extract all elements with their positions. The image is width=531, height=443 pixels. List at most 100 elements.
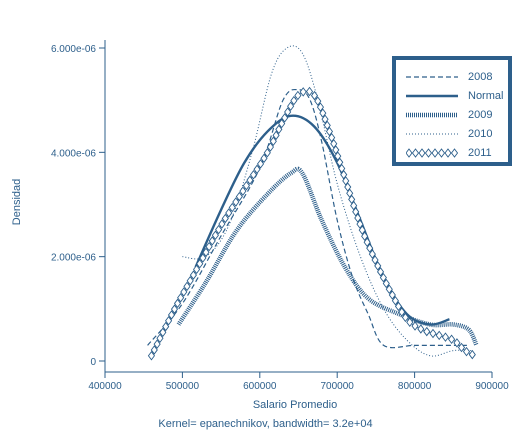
series-marker-2011	[462, 346, 471, 357]
series-marker-2011	[221, 213, 229, 224]
series-marker-2011	[275, 124, 283, 135]
x-tick-label: 400000	[88, 381, 122, 392]
series-marker-2011	[346, 188, 354, 198]
series-marker-2011	[256, 159, 265, 169]
x-tick-label: 500000	[166, 381, 200, 392]
series-marker-2011	[354, 213, 362, 223]
series-marker-2011	[323, 120, 331, 131]
series-marker-2011	[361, 231, 369, 241]
series-marker-2011	[441, 332, 450, 342]
series-marker-2011	[183, 281, 191, 292]
chart-series	[147, 45, 479, 361]
series-marker-2011	[342, 176, 350, 186]
legend-marker-2011	[424, 148, 433, 158]
legend-swatch-normal	[406, 94, 458, 98]
series-marker-2011	[385, 284, 393, 294]
x-tick-label: 700000	[321, 381, 355, 392]
series-marker-2011	[153, 339, 161, 349]
series-marker-2011	[366, 243, 374, 253]
series-marker-2011	[325, 126, 334, 137]
series-marker-2011	[218, 219, 226, 229]
chart-axes: 0 2.000e-06 4.000e-06 6.000e-06 400000 500000…	[51, 40, 509, 392]
series-marker-2011	[376, 267, 385, 277]
series-marker-2011	[225, 208, 233, 218]
series-marker-2011	[199, 253, 207, 263]
y-tick-label: 0	[90, 357, 96, 368]
series-marker-2011	[202, 247, 210, 258]
series-marker-2011	[356, 219, 364, 229]
series-marker-2011	[328, 132, 336, 143]
series-marker-2011	[310, 90, 319, 101]
series-marker-2011	[170, 304, 179, 314]
series-marker-2011	[363, 237, 371, 247]
legend-label-2008: 2008	[468, 71, 493, 83]
series-marker-2011	[189, 270, 197, 280]
series-line-2009	[176, 166, 479, 347]
series-marker-2011	[332, 145, 340, 155]
series-marker-2011	[305, 86, 314, 97]
series-marker-2011	[330, 139, 338, 149]
series-marker-2011	[457, 342, 466, 353]
series-marker-2011	[208, 236, 216, 246]
series-marker-2011	[235, 191, 243, 202]
series-line-normal	[194, 114, 450, 326]
series-marker-2011	[429, 328, 437, 339]
series-marker-2011	[423, 326, 431, 337]
series-marker-2011	[388, 290, 396, 300]
y-tick-label: 4.000e-06	[51, 148, 96, 159]
y-tick-label: 6.000e-06	[51, 44, 96, 55]
series-marker-2011	[411, 321, 419, 331]
series-marker-2011	[266, 142, 274, 152]
series-marker-2011	[150, 345, 158, 355]
series-marker-2011	[173, 298, 182, 309]
legend-item-2010: 2010	[406, 126, 510, 142]
series-marker-2011	[196, 258, 204, 269]
series-marker-2011	[448, 334, 456, 344]
series-marker-2011	[193, 264, 201, 275]
legend-marker-2011	[418, 148, 426, 158]
series-marker-2011	[348, 194, 356, 205]
kernel-footnote: Kernel= epanechnikov, bandwidth= 3.2e+04	[158, 418, 373, 430]
series-marker-2011	[269, 136, 277, 146]
series-marker-2011	[336, 157, 344, 168]
x-tick-label: 800000	[398, 381, 432, 392]
series-marker-2011	[246, 175, 254, 185]
series-marker-2011	[249, 169, 258, 180]
legend-marker-2011	[411, 148, 420, 158]
series-marker-2011	[453, 338, 461, 348]
legend-swatch-2009	[406, 112, 458, 118]
y-tick-label: 2.000e-06	[51, 253, 96, 264]
series-marker-2011	[468, 349, 476, 360]
legend-item-2008: 2008	[406, 69, 510, 85]
legend-marker-2011	[444, 148, 452, 158]
series-marker-2011	[358, 225, 366, 235]
series-marker-2011	[205, 241, 213, 252]
series-marker-2011	[338, 163, 346, 174]
series-marker-2011	[344, 182, 352, 192]
y-axis-label: Densidad	[11, 179, 23, 225]
series-marker-2011	[215, 224, 223, 235]
legend-item-normal: Normal	[406, 88, 510, 104]
legend-item-2009: 2009	[406, 107, 510, 123]
series-marker-2011	[290, 95, 298, 106]
series-marker-2011	[352, 207, 360, 217]
series-marker-2011	[263, 147, 271, 158]
series-marker-2011	[350, 200, 358, 211]
series-marker-2011	[340, 169, 348, 180]
series-marker-2011	[242, 180, 250, 191]
x-tick-label: 600000	[243, 381, 277, 392]
series-marker-2011	[394, 301, 403, 312]
legend-swatch-2008	[406, 76, 458, 78]
series-marker-2011	[278, 118, 286, 129]
series-marker-2011	[211, 230, 219, 240]
series-marker-2011	[186, 275, 194, 286]
series-marker-2011	[272, 130, 280, 141]
series-marker-2011	[167, 310, 176, 320]
series-marker-2011	[159, 327, 167, 338]
series-marker-2011	[398, 307, 406, 317]
series-line-2008	[147, 88, 469, 349]
series-marker-2011	[401, 312, 409, 323]
series-marker-2011	[379, 272, 387, 283]
series-marker-2011	[156, 333, 164, 343]
series-marker-2011	[239, 186, 247, 196]
